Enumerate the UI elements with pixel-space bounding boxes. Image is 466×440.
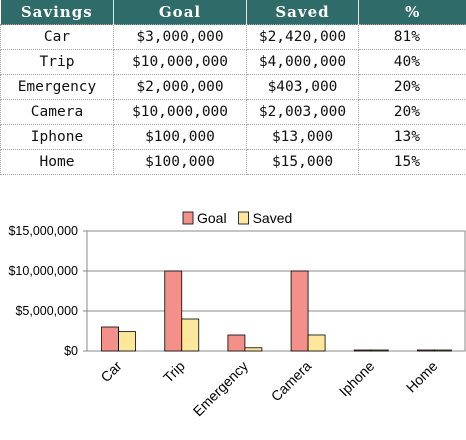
x-tick-label: Iphone	[336, 358, 378, 400]
table-row: Camera $10,000,000 $2,003,000 20%	[0, 99, 466, 125]
cell-percent[interactable]: 15%	[358, 149, 466, 175]
savings-bar-chart: $0 $5,000,000 $10,000,000 $15,000,000 Car Tri…	[8, 210, 466, 419]
cell-goal[interactable]: $10,000,000	[113, 99, 247, 125]
table-row: Trip $10,000,000 $4,000,000 40%	[0, 49, 466, 75]
cell-percent[interactable]: 13%	[358, 124, 466, 150]
x-tick-label: Trip	[160, 358, 188, 386]
bar-goal	[417, 349, 435, 352]
bar-saved	[307, 334, 326, 352]
cell-goal[interactable]: $2,000,000	[113, 74, 247, 100]
cell-saved[interactable]: $13,000	[246, 124, 359, 150]
legend-label: Goal	[197, 210, 227, 226]
bar-goal	[101, 326, 119, 352]
x-tick-label: Car	[97, 358, 125, 386]
cell-goal[interactable]: $100,000	[113, 149, 247, 175]
x-tick-label: Camera	[268, 358, 315, 405]
cell-name[interactable]: Emergency	[0, 74, 114, 100]
cell-name[interactable]: Camera	[0, 99, 114, 125]
cell-saved[interactable]: $2,003,000	[246, 99, 359, 125]
legend-label: Saved	[253, 210, 293, 226]
cell-saved[interactable]: $403,000	[246, 74, 359, 100]
cell-goal[interactable]: $3,000,000	[113, 24, 247, 50]
cell-goal[interactable]: $100,000	[113, 124, 247, 150]
bar-saved	[434, 349, 452, 352]
header-saved[interactable]: Saved	[246, 0, 359, 25]
table-row: Emergency $2,000,000 $403,000 20%	[0, 74, 466, 100]
bar-goal	[290, 270, 309, 352]
cell-percent[interactable]: 20%	[358, 74, 466, 100]
cell-name[interactable]: Iphone	[0, 124, 114, 150]
y-tick-label: $5,000,000	[15, 304, 78, 318]
cell-percent[interactable]: 20%	[358, 99, 466, 125]
x-tick-label: Emergency	[190, 358, 251, 419]
bar-goal	[227, 334, 246, 352]
header-savings[interactable]: Savings	[0, 0, 114, 25]
y-tick-label: $10,000,000	[8, 264, 78, 278]
plot-area	[86, 230, 466, 352]
cell-saved[interactable]: $4,000,000	[246, 49, 359, 75]
table-row: Car $3,000,000 $2,420,000 81%	[0, 24, 466, 50]
cell-name[interactable]: Trip	[0, 49, 114, 75]
bar-saved	[181, 318, 200, 352]
cell-percent[interactable]: 40%	[358, 49, 466, 75]
legend-swatch	[238, 211, 249, 225]
y-tick-label: $0	[64, 344, 78, 358]
y-tick-label: $15,000,000	[8, 224, 78, 238]
legend-swatch	[182, 211, 194, 225]
bar-saved	[118, 331, 136, 352]
bar-goal	[164, 270, 183, 352]
cell-name[interactable]: Home	[0, 149, 114, 175]
cell-saved[interactable]: $15,000	[246, 149, 359, 175]
bar-saved	[370, 349, 389, 352]
table-row: Iphone $100,000 $13,000 13%	[0, 124, 466, 150]
header-row: Savings Goal Saved %	[0, 0, 466, 25]
cell-goal[interactable]: $10,000,000	[113, 49, 247, 75]
header-goal[interactable]: Goal	[113, 0, 247, 25]
cell-percent[interactable]: 81%	[358, 24, 466, 50]
cell-name[interactable]: Car	[0, 24, 114, 50]
cell-saved[interactable]: $2,420,000	[246, 24, 359, 50]
x-tick-label: Home	[403, 358, 441, 396]
savings-table: Savings Goal Saved % Car $3,000,000 $2,4…	[0, 0, 466, 175]
bar-saved	[244, 347, 263, 352]
table-row: Home $100,000 $15,000 15%	[0, 149, 466, 175]
bar-goal	[353, 349, 372, 352]
header-percent[interactable]: %	[358, 0, 466, 25]
